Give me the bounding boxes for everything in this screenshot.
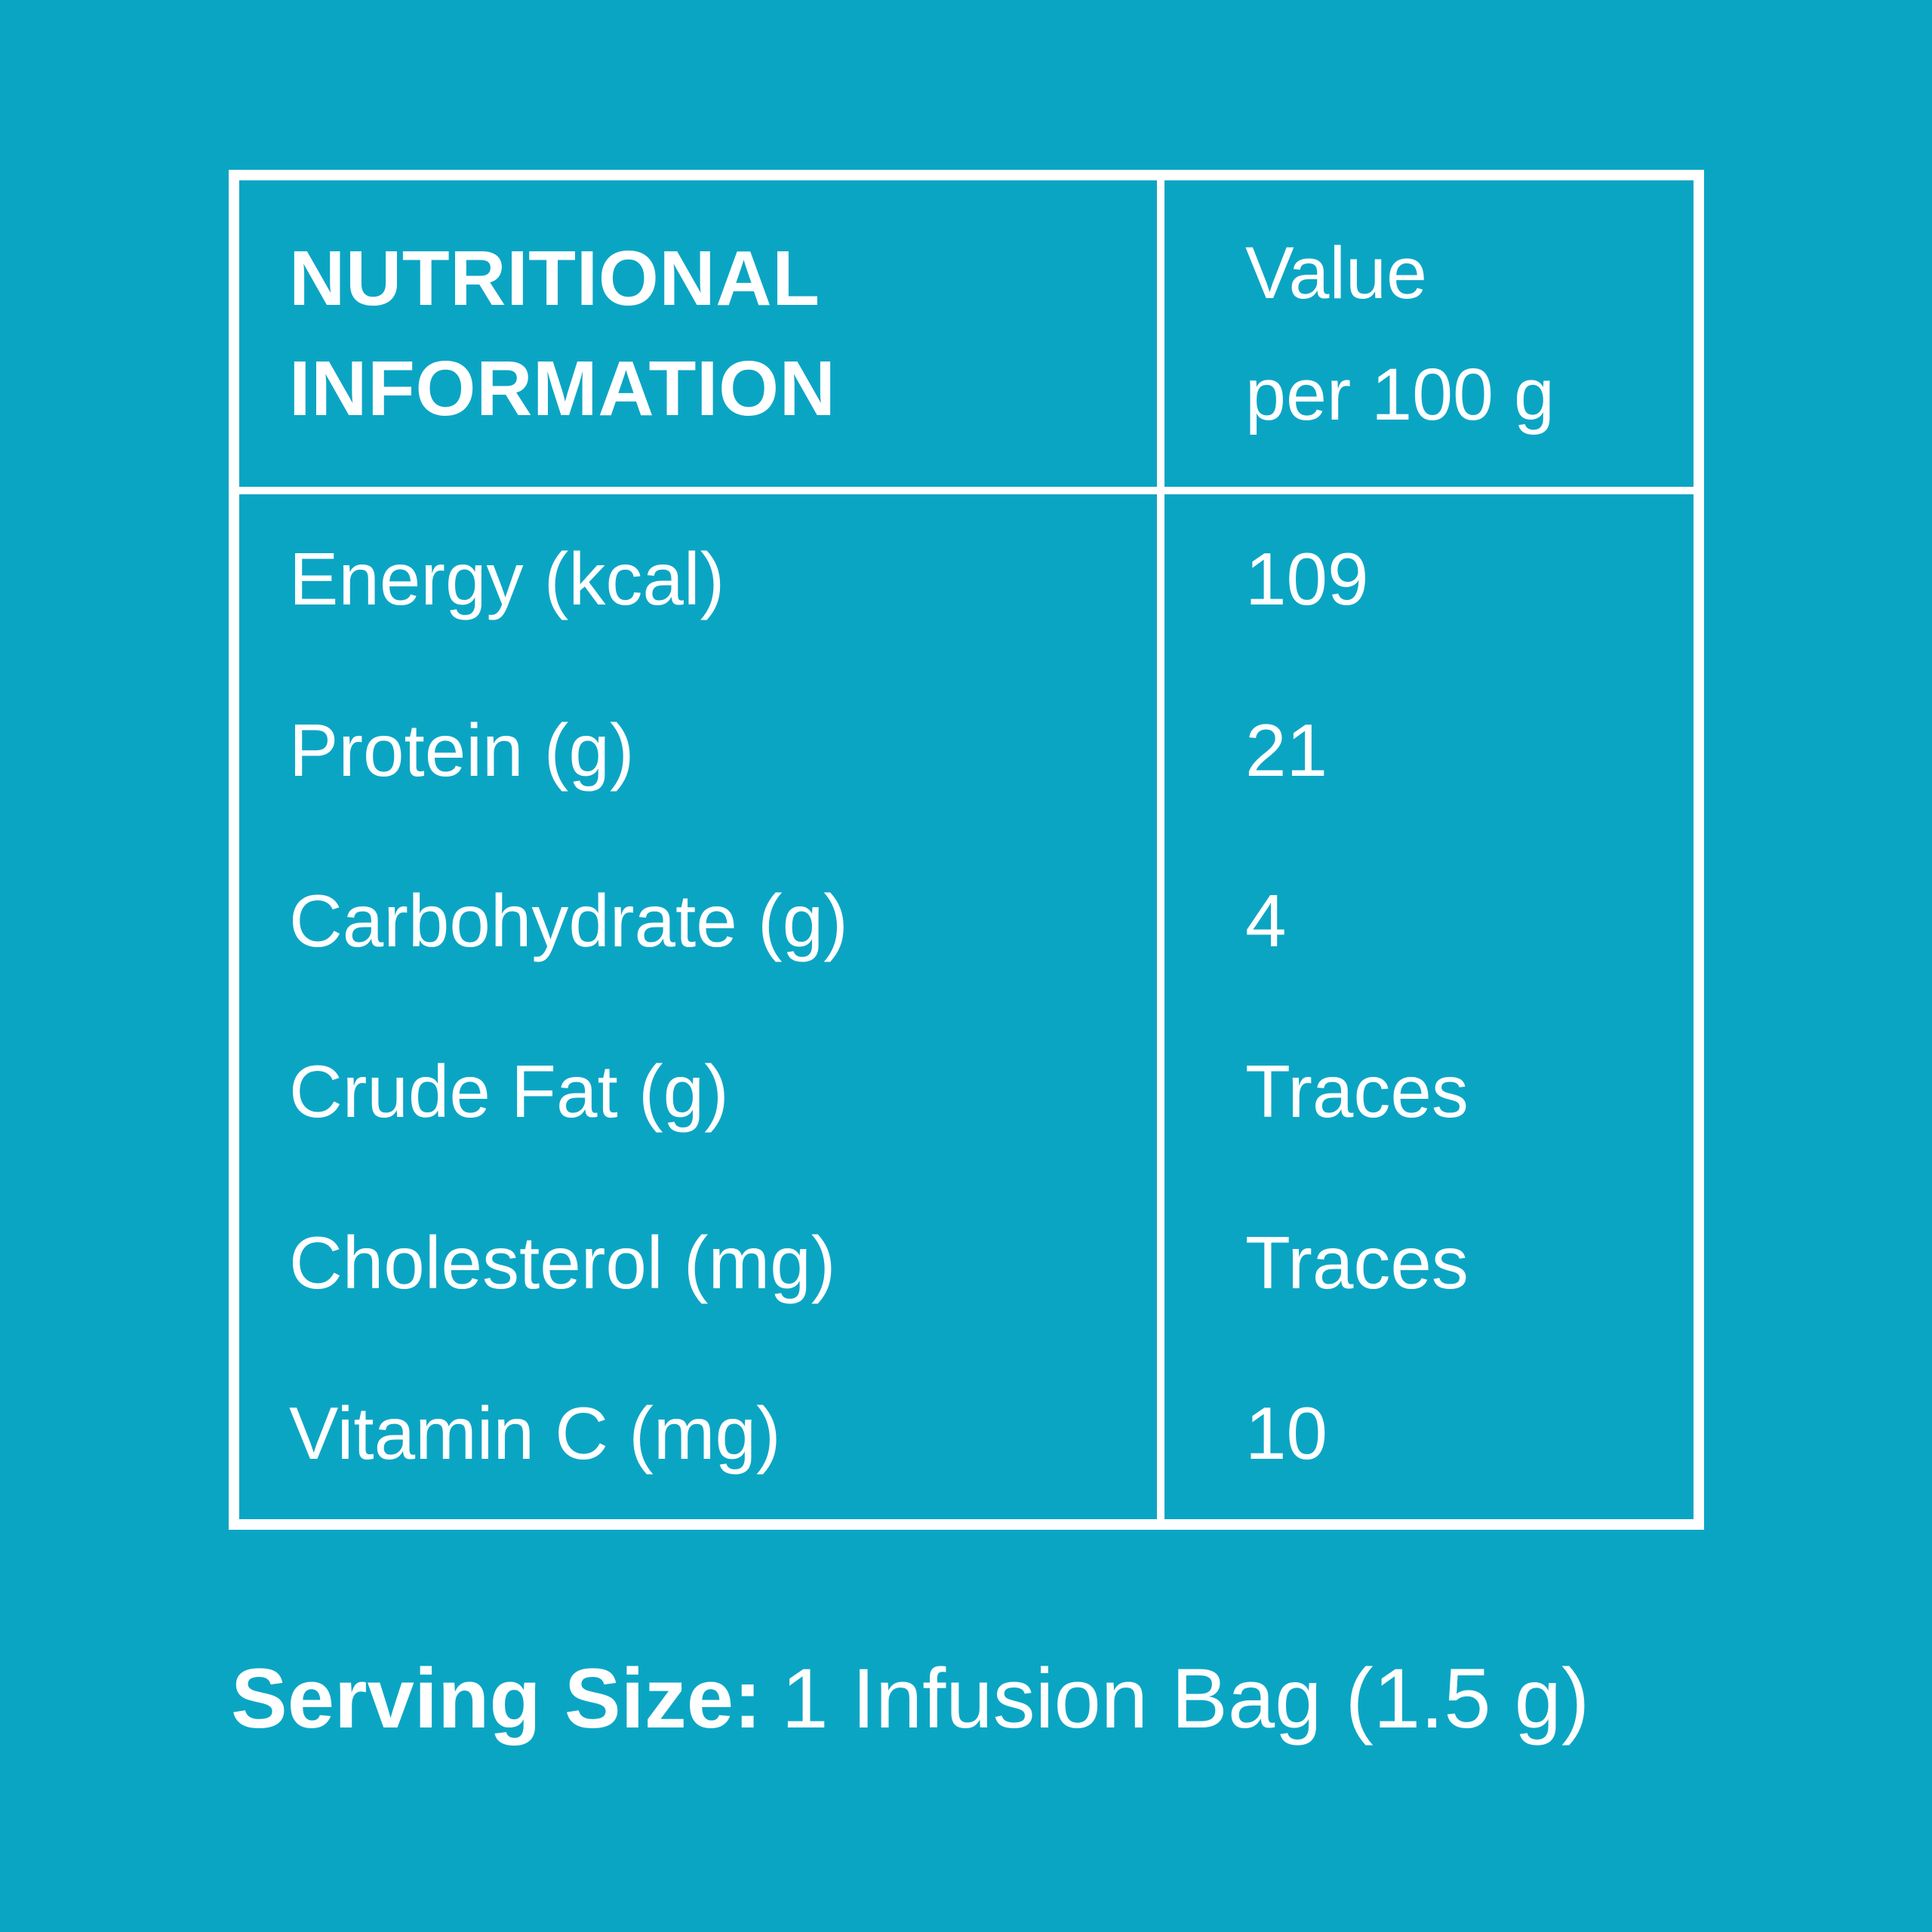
row-value: Traces [1245, 1050, 1469, 1134]
row-label: Carbohydrate (g) [289, 878, 848, 962]
row-label: Cholesterol (mg) [289, 1220, 836, 1304]
header-value-line1: Value [1245, 231, 1427, 314]
table-row-crude-fat-value: Traces [1164, 1007, 1694, 1177]
row-value: 109 [1245, 537, 1369, 621]
table-row-energy-value: 109 [1164, 494, 1694, 665]
row-value: 10 [1245, 1391, 1328, 1475]
row-value: 21 [1245, 708, 1328, 792]
header-title-line1: NUTRITIONAL [289, 234, 820, 321]
table-row-protein-value: 21 [1164, 665, 1694, 835]
row-label: Protein (g) [289, 708, 635, 792]
row-label: Crude Fat (g) [289, 1050, 729, 1134]
table-row-protein: Protein (g) [239, 665, 1164, 836]
table-row-vitamin-c: Vitamin C (mg) [239, 1348, 1164, 1519]
table-row-cholesterol: Cholesterol (mg) [239, 1177, 1164, 1349]
row-label: Vitamin C (mg) [289, 1391, 781, 1475]
row-value: 4 [1245, 878, 1287, 962]
serving-size-value: 1 Infusion Bag (1.5 g) [781, 1651, 1590, 1746]
nutrition-table: NUTRITIONAL INFORMATION Value per 100 g … [229, 170, 1704, 1530]
table-header-title-cell: NUTRITIONAL INFORMATION [239, 180, 1164, 494]
table-header-value-cell: Value per 100 g [1164, 180, 1694, 494]
header-title-line2: INFORMATION [289, 345, 836, 432]
table-row-cholesterol-value: Traces [1164, 1177, 1694, 1348]
serving-size-label: Serving Size: [231, 1651, 762, 1746]
row-value: Traces [1245, 1220, 1469, 1304]
table-row-energy: Energy (kcal) [239, 494, 1164, 666]
header-value-line2: per 100 g [1245, 353, 1555, 435]
table-row-crude-fat: Crude Fat (g) [239, 1006, 1164, 1178]
row-label: Energy (kcal) [289, 537, 725, 621]
table-row-carbohydrate-value: 4 [1164, 836, 1694, 1007]
table-row-vitamin-c-value: 10 [1164, 1349, 1694, 1519]
serving-size-line: Serving Size: 1 Infusion Bag (1.5 g) [231, 1644, 1816, 1754]
table-row-carbohydrate: Carbohydrate (g) [239, 835, 1164, 1007]
